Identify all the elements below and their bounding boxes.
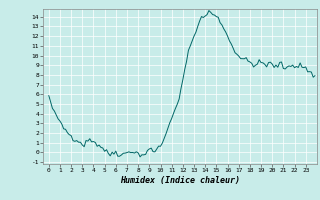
- X-axis label: Humidex (Indice chaleur): Humidex (Indice chaleur): [120, 176, 240, 185]
